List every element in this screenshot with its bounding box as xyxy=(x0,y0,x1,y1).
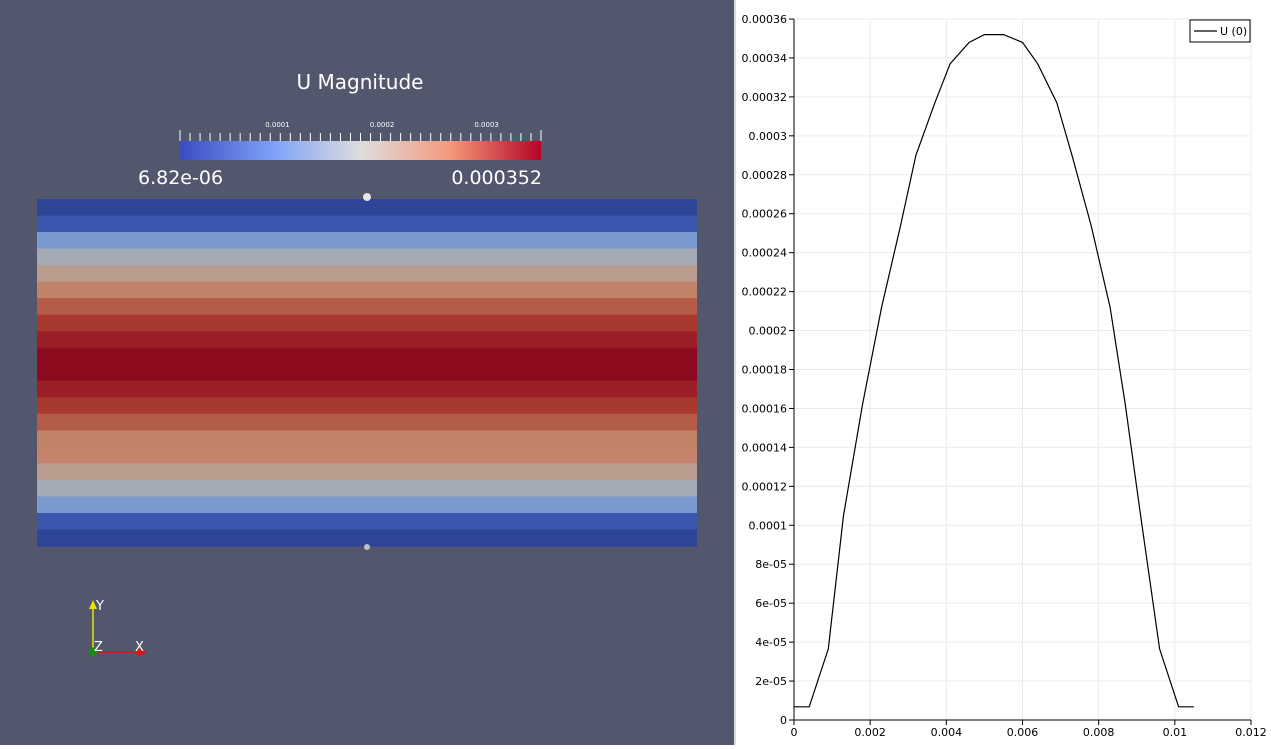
y-tick-label: 0.00018 xyxy=(742,364,788,377)
y-tick-label: 0.0002 xyxy=(749,325,788,338)
mesh-band xyxy=(37,232,697,250)
x-tick-label: 0.008 xyxy=(1083,726,1115,739)
mesh-band xyxy=(37,529,697,547)
colorbar-min-label: 6.82e-06 xyxy=(138,167,224,189)
y-tick-label: 0.00026 xyxy=(742,208,788,221)
x-tick-label: 0.006 xyxy=(1007,726,1039,739)
y-axis-label: Y xyxy=(95,599,104,614)
mesh-band xyxy=(37,248,697,266)
x-tick-label: 0.012 xyxy=(1235,726,1267,739)
color-legend-title: U Magnitude xyxy=(296,70,424,94)
render-view[interactable]: U Magnitude 0.0001 0.0002 0.0003 6.82e-06 … xyxy=(0,0,734,745)
x-axis-label: X xyxy=(135,640,144,655)
colorbar-tick-label: 0.0001 xyxy=(265,121,290,129)
color-legend: 0.0001 0.0002 0.0003 xyxy=(179,121,542,160)
x-tick-label: 0.002 xyxy=(854,726,886,739)
y-tick-label: 0.0001 xyxy=(749,519,788,532)
y-tick-label: 0.00028 xyxy=(742,169,788,182)
y-tick-label: 0.00024 xyxy=(742,247,788,260)
y-tick-label: 0.00014 xyxy=(742,441,788,454)
widget-handle-bottom xyxy=(364,544,370,550)
y-tick-label: 0.00036 xyxy=(742,13,788,26)
view-divider[interactable] xyxy=(734,0,736,745)
y-tick-label: 0.00016 xyxy=(742,402,788,415)
legend-entry-u0: U (0) xyxy=(1220,25,1247,38)
mesh-slice[interactable] xyxy=(0,0,734,560)
y-tick-label: 0.00032 xyxy=(742,91,788,104)
colorbar-tick-label: 0.0003 xyxy=(474,121,499,129)
colorbar-max-label: 0.000352 xyxy=(451,167,542,189)
y-tick-label: 6e-05 xyxy=(755,597,787,610)
mesh-band xyxy=(37,463,697,481)
grid-horizontal xyxy=(794,18,1251,682)
y-tick-label: 2e-05 xyxy=(755,675,787,688)
legend-box xyxy=(1189,19,1251,43)
mesh-band xyxy=(37,314,697,332)
x-tick-label: 0 xyxy=(791,726,798,739)
chart-legend: U (0) xyxy=(1189,19,1251,43)
mesh-band xyxy=(37,199,697,217)
mesh-band xyxy=(37,430,697,448)
y-axis-arrow xyxy=(89,600,97,609)
x-ticks: 0 0.002 0.004 0.006 0.008 0.01 0.012 xyxy=(791,720,1267,739)
x-tick-label: 0.004 xyxy=(931,726,963,739)
mesh-band xyxy=(37,347,697,365)
mesh-band xyxy=(37,298,697,316)
mesh-band xyxy=(37,380,697,398)
y-ticks: 0 2e-05 4e-05 6e-05 8e-05 0.0001 0.00012 0.0001… xyxy=(742,13,794,727)
y-tick-label: 0.00012 xyxy=(742,480,788,493)
mesh-band xyxy=(37,265,697,283)
y-tick-label: 0 xyxy=(780,714,787,727)
mesh-band xyxy=(37,364,697,382)
mesh-band xyxy=(37,413,697,431)
colorbar xyxy=(180,141,541,160)
colorbar-tick-labels: 0.0001 0.0002 0.0003 xyxy=(265,121,499,129)
widget-handle-top xyxy=(363,193,371,201)
z-axis-dot xyxy=(88,647,98,657)
mesh-band xyxy=(37,446,697,464)
mesh-band xyxy=(37,512,697,531)
z-axis-label: Z xyxy=(94,640,103,655)
x-tick-label: 0.01 xyxy=(1163,726,1188,739)
x-axis-arrow xyxy=(138,648,147,656)
series-line-u0 xyxy=(794,34,1194,708)
y-tick-label: 8e-05 xyxy=(755,558,787,571)
colorbar-tick-label: 0.0002 xyxy=(370,121,395,129)
line-chart-view[interactable]: 0 2e-05 4e-05 6e-05 8e-05 0.0001 0.00012 0.0001… xyxy=(736,0,1271,745)
y-tick-label: 0.0003 xyxy=(749,130,788,143)
orientation-axes: Y Z X xyxy=(88,599,147,657)
mesh-band xyxy=(37,496,697,514)
mesh-band xyxy=(37,479,697,498)
mesh-band xyxy=(37,281,697,299)
line-chart: 0 2e-05 4e-05 6e-05 8e-05 0.0001 0.00012 0.0001… xyxy=(742,13,1267,739)
y-tick-label: 0.00022 xyxy=(742,286,788,299)
y-tick-label: 4e-05 xyxy=(755,636,787,649)
mesh-band xyxy=(37,215,697,233)
mesh-band xyxy=(37,397,697,415)
colorbar-ticks xyxy=(179,130,542,141)
y-tick-label: 0.00034 xyxy=(742,52,788,65)
mesh-band xyxy=(37,331,697,349)
